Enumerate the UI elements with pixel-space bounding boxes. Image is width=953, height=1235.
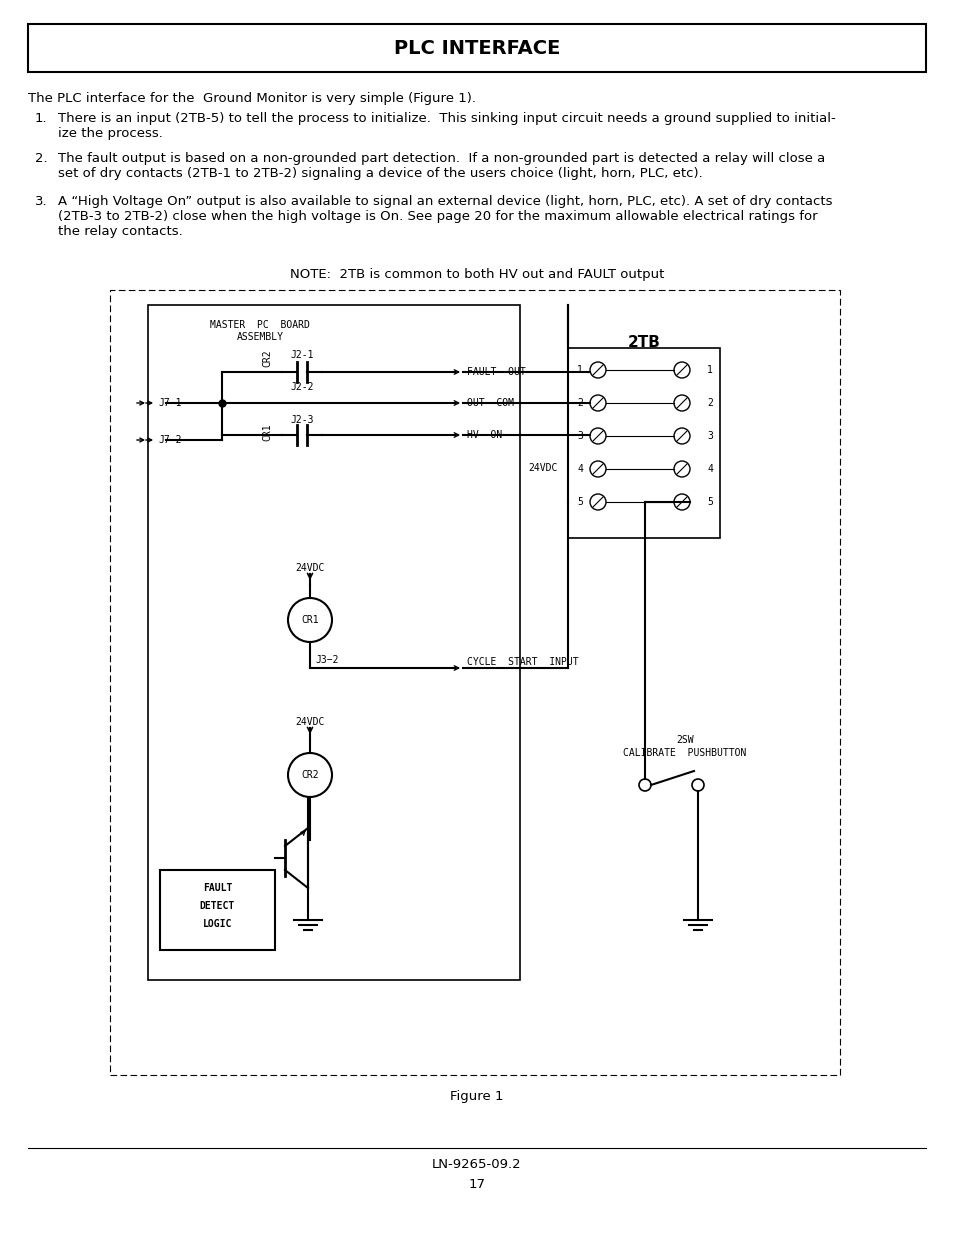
Circle shape: [589, 461, 605, 477]
Text: 24VDC: 24VDC: [528, 463, 558, 473]
Bar: [28, 23, 925, 72]
Text: LOGIC: LOGIC: [203, 919, 232, 929]
Text: CR2: CR2: [262, 350, 272, 367]
Text: J2-3: J2-3: [290, 415, 314, 425]
Text: CR1: CR1: [262, 424, 272, 441]
Text: CALIBRATE  PUSHBUTTON: CALIBRATE PUSHBUTTON: [622, 748, 746, 758]
Text: 1.: 1.: [35, 112, 48, 125]
Text: 1: 1: [577, 366, 582, 375]
Text: Figure 1: Figure 1: [450, 1091, 503, 1103]
Text: 5: 5: [706, 496, 712, 508]
Text: FAULT  OUT: FAULT OUT: [467, 367, 525, 377]
Text: There is an input (2TB-5) to tell the process to initialize.  This sinking input: There is an input (2TB-5) to tell the pr…: [58, 112, 835, 140]
Text: DETECT: DETECT: [200, 902, 234, 911]
Text: 2TB: 2TB: [627, 335, 659, 350]
Text: 2: 2: [577, 398, 582, 408]
Circle shape: [589, 429, 605, 445]
Text: 3: 3: [577, 431, 582, 441]
Text: MASTER  PC  BOARD: MASTER PC BOARD: [210, 320, 310, 330]
Circle shape: [673, 429, 689, 445]
Bar: [160, 869, 274, 950]
Text: OUT  COM: OUT COM: [467, 398, 514, 408]
Text: HV  ON: HV ON: [467, 430, 501, 440]
Text: 5: 5: [577, 496, 582, 508]
Text: 3: 3: [706, 431, 712, 441]
Circle shape: [673, 395, 689, 411]
Text: 1: 1: [706, 366, 712, 375]
Text: 24VDC: 24VDC: [295, 563, 324, 573]
Text: 2SW: 2SW: [676, 735, 693, 745]
Circle shape: [589, 362, 605, 378]
Text: J2-1: J2-1: [290, 350, 314, 359]
Circle shape: [288, 753, 332, 797]
Bar: [148, 305, 519, 981]
Text: J7−1: J7−1: [158, 398, 181, 408]
Circle shape: [589, 395, 605, 411]
Text: 17: 17: [468, 1178, 485, 1191]
Text: 24VDC: 24VDC: [295, 718, 324, 727]
Circle shape: [673, 362, 689, 378]
Text: J7−2: J7−2: [158, 435, 181, 445]
Text: J3−2: J3−2: [314, 655, 338, 664]
Text: A “High Voltage On” output is also available to signal an external device (light: A “High Voltage On” output is also avail…: [58, 195, 832, 238]
Text: 2.: 2.: [35, 152, 48, 165]
Text: LN-9265-09.2: LN-9265-09.2: [432, 1158, 521, 1171]
Circle shape: [673, 461, 689, 477]
Text: PLC INTERFACE: PLC INTERFACE: [394, 38, 559, 58]
Text: The fault output is based on a non-grounded part detection.  If a non-grounded p: The fault output is based on a non-groun…: [58, 152, 824, 180]
Bar: [110, 290, 840, 1074]
Text: NOTE:  2TB is common to both HV out and FAULT output: NOTE: 2TB is common to both HV out and F…: [290, 268, 663, 282]
Text: J2-2: J2-2: [290, 382, 314, 391]
Text: FAULT: FAULT: [203, 883, 232, 893]
Text: ASSEMBLY: ASSEMBLY: [236, 332, 283, 342]
Text: 4: 4: [577, 464, 582, 474]
Bar: [567, 348, 720, 538]
Text: 2: 2: [706, 398, 712, 408]
Text: 4: 4: [706, 464, 712, 474]
Circle shape: [589, 494, 605, 510]
Text: CR1: CR1: [301, 615, 318, 625]
Text: CR2: CR2: [301, 769, 318, 781]
Circle shape: [288, 598, 332, 642]
Text: The PLC interface for the  Ground Monitor is very simple (Figure 1).: The PLC interface for the Ground Monitor…: [28, 91, 476, 105]
Circle shape: [639, 779, 650, 790]
Circle shape: [673, 494, 689, 510]
Text: 3.: 3.: [35, 195, 48, 207]
Circle shape: [691, 779, 703, 790]
Text: CYCLE  START  INPUT: CYCLE START INPUT: [467, 657, 578, 667]
